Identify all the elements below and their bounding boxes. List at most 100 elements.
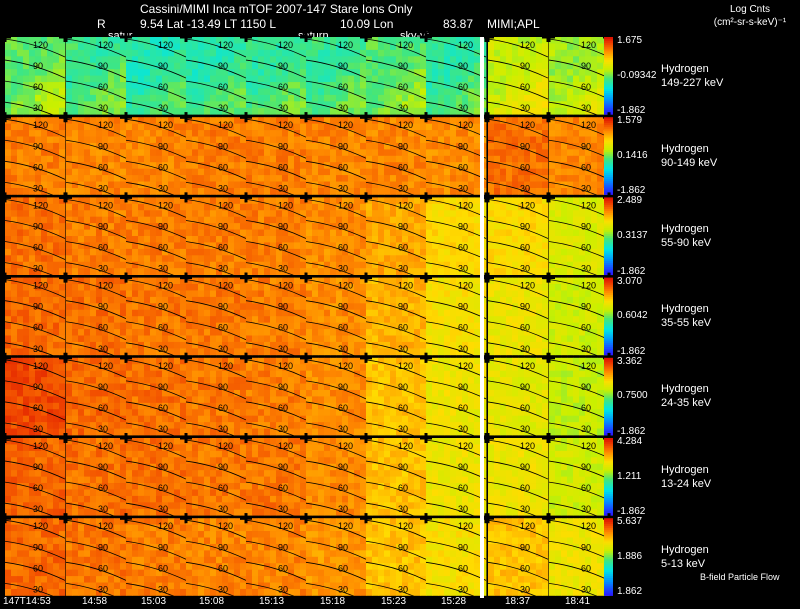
heatmap-cell — [162, 117, 169, 125]
heatmap-cell — [549, 248, 556, 256]
heatmap-cell — [216, 242, 223, 250]
heatmap-cell — [78, 296, 85, 304]
heatmap-cell — [228, 49, 235, 57]
heatmap-cell — [47, 197, 54, 205]
heatmap-cell — [5, 123, 12, 131]
heatmap-cell — [573, 107, 580, 115]
heatmap-cell — [108, 117, 115, 125]
heatmap-cell — [126, 130, 133, 137]
heatmap-cell — [114, 136, 121, 144]
heatmap-cell — [414, 162, 421, 170]
heatmap-cell — [336, 322, 343, 330]
heatmap-cell — [518, 255, 525, 263]
colorbar-step — [604, 140, 613, 143]
heatmap-cell — [138, 94, 145, 102]
heatmap-cell — [108, 62, 115, 70]
heatmap-cell — [270, 56, 277, 64]
heatmap-cell — [198, 168, 205, 176]
heatmap-cell — [276, 75, 283, 83]
heatmap-cell — [108, 309, 115, 317]
heatmap-cell — [41, 236, 48, 243]
heatmap-cell — [29, 197, 36, 205]
heatmap-cell — [354, 136, 361, 144]
heatmap-cell — [17, 309, 24, 317]
heatmap-cell — [342, 348, 349, 356]
heatmap-cell — [162, 242, 169, 250]
heatmap-cell — [462, 82, 469, 89]
heatmap-cell — [300, 37, 307, 44]
heatmap-cell — [384, 277, 391, 285]
heatmap-cell — [468, 255, 475, 263]
heatmap-cell — [294, 309, 301, 317]
heatmap-cell — [5, 303, 12, 311]
heatmap-cell — [288, 303, 295, 311]
heatmap-cell — [114, 284, 121, 291]
heatmap-cell — [156, 268, 163, 275]
heatmap-cell — [120, 142, 127, 150]
heatmap-cell — [450, 155, 457, 163]
heatmap-cell — [222, 142, 229, 150]
heatmap-cell — [132, 187, 139, 195]
heatmap-cell — [426, 255, 433, 263]
heatmap-cell — [41, 149, 48, 157]
heatmap-cell — [288, 37, 295, 44]
heatmap-cell — [402, 181, 409, 189]
heatmap-cell — [186, 309, 193, 317]
heatmap-cell — [23, 101, 30, 109]
heatmap-cell — [573, 75, 580, 83]
heatmap-cell — [348, 303, 355, 311]
heatmap-cell — [512, 187, 519, 195]
heatmap-cell — [396, 229, 403, 237]
heatmap-cell — [530, 69, 537, 76]
heatmap-cell — [11, 210, 18, 218]
heatmap-cell — [396, 187, 403, 195]
heatmap-cell — [240, 309, 247, 317]
contour-label: 120 — [581, 200, 596, 210]
heatmap-cell — [240, 197, 247, 205]
contour-label: 90 — [520, 61, 530, 71]
heatmap-cell — [432, 155, 439, 163]
heatmap-cell — [462, 69, 469, 76]
heatmap-cell — [494, 107, 501, 115]
heatmap-cell — [156, 348, 163, 356]
heatmap-cell — [396, 149, 403, 157]
heatmap-cell — [23, 181, 30, 189]
heatmap-cell — [530, 117, 537, 125]
heatmap-cell — [366, 277, 373, 285]
heatmap-cell — [506, 43, 513, 51]
heatmap-cell — [384, 168, 391, 176]
heatmap-cell — [228, 236, 235, 243]
heatmap-cell — [518, 229, 525, 237]
heatmap-cell — [240, 210, 247, 218]
colorbar-step — [604, 224, 613, 227]
heatmap-cell — [144, 248, 151, 256]
heatmap-cell — [573, 175, 580, 182]
heatmap-cell — [216, 322, 223, 330]
heatmap-cell — [372, 242, 379, 250]
heatmap-cell — [549, 88, 556, 96]
heatmap-cell — [210, 348, 217, 356]
heatmap-cell — [84, 341, 91, 349]
colorbar-step — [604, 226, 613, 229]
heatmap-cell — [300, 303, 307, 311]
heatmap-cell — [53, 284, 60, 291]
heatmap-cell — [174, 136, 181, 144]
heatmap-cell — [90, 49, 97, 57]
heatmap-cell — [597, 187, 604, 195]
heatmap-cell — [222, 155, 229, 163]
heatmap-cell — [396, 107, 403, 115]
heatmap-cell — [402, 94, 409, 102]
heatmap-cell — [114, 155, 121, 163]
heatmap-cell — [288, 261, 295, 269]
heatmap-cell — [240, 316, 247, 324]
heatmap-cell — [573, 88, 580, 96]
heatmap-cell — [17, 248, 24, 256]
heatmap-cell — [420, 284, 427, 291]
heatmap-cell — [29, 242, 36, 250]
heatmap-cell — [216, 197, 223, 205]
contour-label: 30 — [458, 264, 468, 274]
heatmap-cell — [90, 181, 97, 189]
contour-label: 90 — [158, 302, 168, 312]
heatmap-cell — [264, 187, 271, 195]
